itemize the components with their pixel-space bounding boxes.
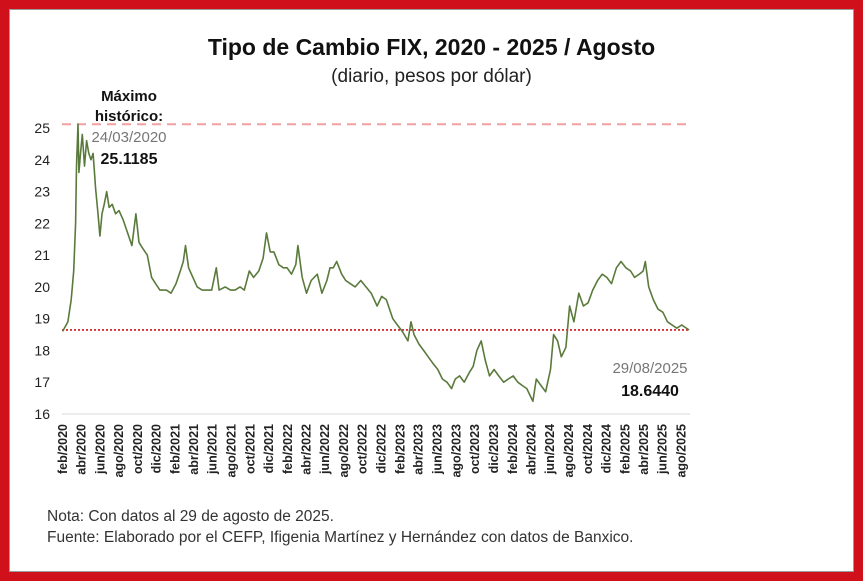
- x-tick-label: abr/2021: [187, 424, 201, 475]
- max-label-line1: Máximo: [101, 88, 157, 105]
- x-tick-label: jun/2025: [656, 424, 670, 475]
- x-tick-label: oct/2024: [581, 424, 595, 474]
- last-annotation: 29/08/2025 18.6440: [612, 360, 687, 400]
- x-tick-label: ago/2025: [674, 424, 688, 478]
- last-date-label: 29/08/2025: [612, 360, 687, 377]
- x-tick-label: ago/2020: [112, 424, 126, 478]
- max-label-line2: histórico:: [95, 108, 163, 125]
- x-tick-label: feb/2023: [394, 424, 408, 474]
- x-tick-label: oct/2023: [468, 424, 482, 474]
- x-tick-label: jun/2020: [93, 424, 107, 475]
- max-annotation: Máximo histórico: 24/03/2020 25.1185: [91, 88, 166, 168]
- x-tick-label: ago/2023: [449, 424, 463, 478]
- chart-subtitle: (diario, pesos por dólar): [331, 66, 532, 87]
- x-tick-label: feb/2022: [281, 424, 295, 474]
- x-tick-label: dic/2020: [150, 424, 164, 473]
- x-tick-label: abr/2022: [299, 424, 313, 475]
- y-tick-label: 20: [34, 279, 50, 295]
- x-tick-label: dic/2023: [487, 424, 501, 473]
- x-tick-label: jun/2021: [206, 424, 220, 475]
- x-tick-label: dic/2024: [600, 424, 614, 473]
- x-tick-label: oct/2021: [243, 424, 257, 474]
- y-tick-label: 16: [34, 406, 50, 422]
- y-tick-label: 25: [34, 120, 50, 136]
- note-text: Nota: Con datos al 29 de agosto de 2025.: [47, 508, 334, 525]
- max-value-label: 25.1185: [101, 151, 158, 168]
- x-tick-label: abr/2024: [524, 424, 538, 475]
- source-text: Fuente: Elaborado por el CEFP, Ifigenia …: [47, 529, 634, 546]
- x-tick-label: jun/2022: [318, 424, 332, 475]
- x-tick-label: ago/2022: [337, 424, 351, 478]
- y-tick-label: 17: [34, 374, 50, 390]
- max-date-label: 24/03/2020: [91, 129, 166, 146]
- x-tick-label: ago/2021: [224, 424, 238, 478]
- x-tick-label: dic/2022: [374, 424, 388, 473]
- y-tick-label: 19: [34, 311, 50, 327]
- x-tick-label: feb/2020: [56, 424, 70, 474]
- y-tick-label: 23: [34, 184, 50, 200]
- y-tick-label: 21: [34, 247, 50, 263]
- x-tick-label: abr/2025: [637, 424, 651, 475]
- x-tick-label: feb/2024: [506, 424, 520, 474]
- y-tick-label: 24: [34, 152, 50, 168]
- plot-area: 16 17 18 19 20 21 22 23 24 25 feb/2020 abr/2020 jun/…: [34, 120, 690, 478]
- last-value-label: 18.6440: [621, 383, 679, 400]
- x-tick-label: abr/2023: [412, 424, 426, 475]
- x-tick-label: oct/2022: [356, 424, 370, 474]
- y-tick-label: 22: [34, 215, 50, 231]
- x-tick-label: feb/2021: [169, 424, 183, 474]
- x-tick-label: oct/2020: [131, 424, 145, 474]
- series-line-fix: [61, 123, 690, 403]
- x-tick-label: abr/2020: [74, 424, 88, 475]
- x-tick-label: dic/2021: [262, 424, 276, 473]
- x-tick-label: jun/2023: [431, 424, 445, 475]
- chart-title: Tipo de Cambio FIX, 2020 - 2025 / Agosto: [207, 34, 656, 60]
- inner-frame: [9, 9, 854, 572]
- x-tick-label: ago/2024: [562, 424, 576, 478]
- x-tick-label: feb/2025: [619, 424, 633, 474]
- y-tick-label: 18: [34, 342, 50, 358]
- x-tick-label: jun/2024: [543, 424, 557, 475]
